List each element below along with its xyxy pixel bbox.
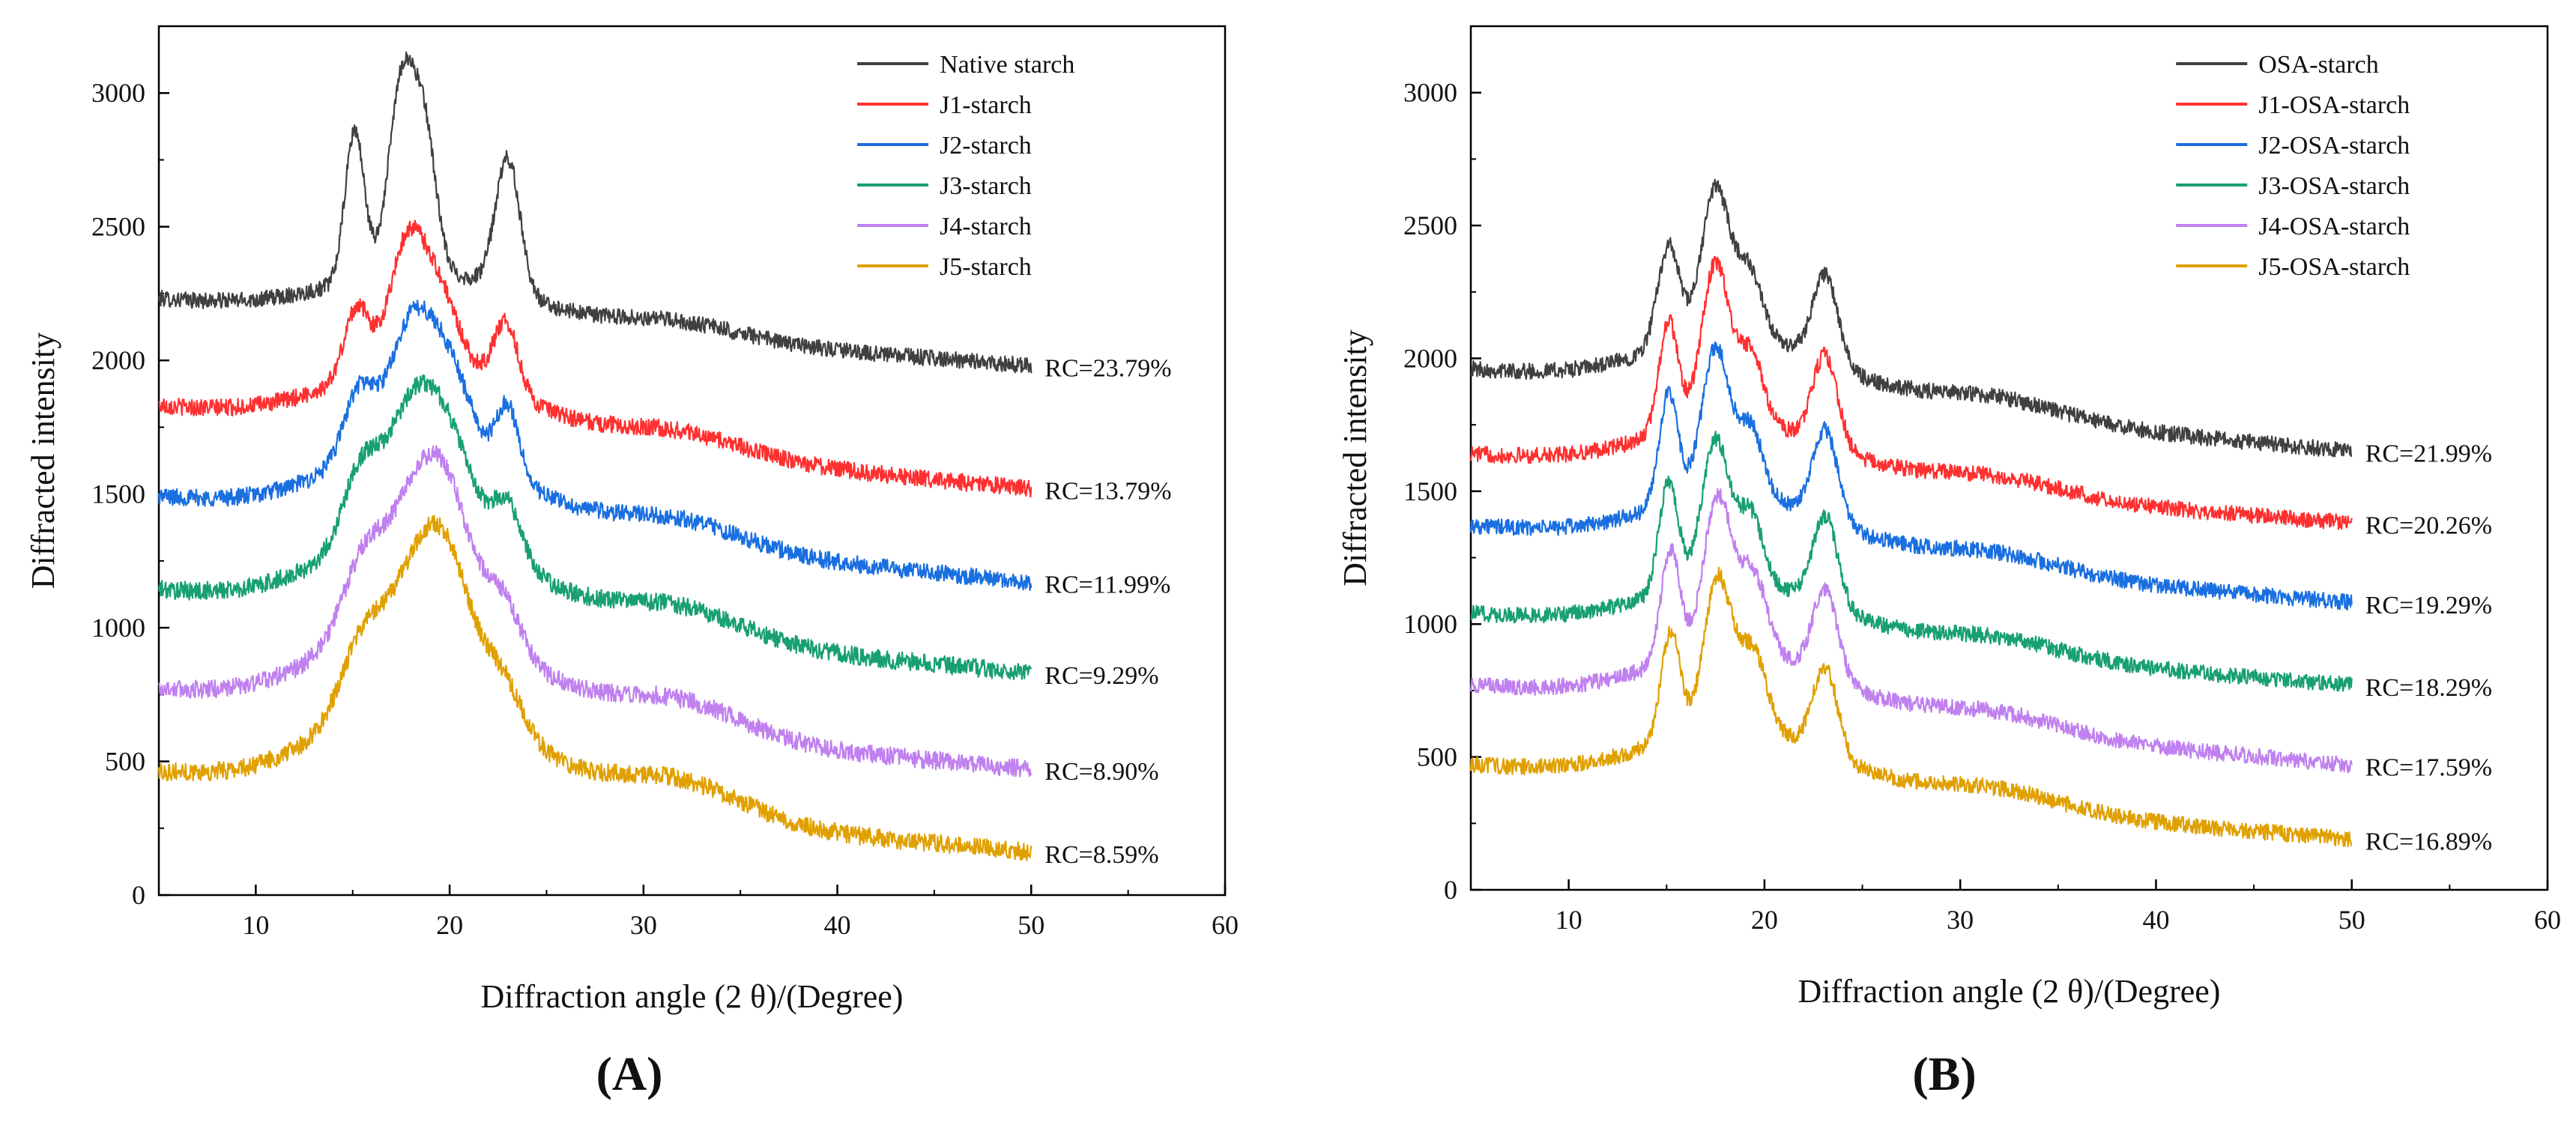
rc-annotation: RC=8.90% — [1044, 758, 1158, 786]
panel-label: (A) — [596, 1047, 663, 1100]
series-line-2 — [1469, 255, 2353, 530]
y-tick-label: 1500 — [91, 479, 145, 509]
rc-annotation: RC=17.59% — [2365, 754, 2492, 781]
x-tick-label: 60 — [2534, 905, 2561, 935]
series-line-2 — [158, 219, 1032, 498]
series-line-1 — [1470, 178, 2353, 458]
legend-label: OSA-starch — [2258, 51, 2379, 79]
legend-label: J5-starch — [940, 253, 1032, 281]
series-line-4 — [157, 374, 1032, 681]
legend-label: J2-starch — [940, 132, 1032, 160]
panel-label-open: ( — [1912, 1047, 1928, 1100]
x-axis-title: Diffraction angle (2 θ)/(Degree) — [481, 978, 904, 1015]
y-tick-label: 500 — [105, 747, 145, 777]
series-line-3 — [1469, 341, 2353, 611]
y-tick-label: 2000 — [91, 345, 145, 375]
y-tick-label: 1000 — [1403, 609, 1457, 639]
x-tick-label: 60 — [1212, 910, 1239, 940]
x-tick-label: 40 — [2142, 905, 2169, 935]
panel-a: 10 20 30 40 50 60 0 500 1000 1500 2000 2500 3000 Diff… — [25, 25, 1239, 1100]
y-tick-label: 3000 — [1403, 78, 1457, 108]
rc-annotation: RC=21.99% — [2365, 440, 2492, 468]
rc-annotation: RC=9.29% — [1044, 662, 1158, 690]
rc-annotation: RC=19.29% — [2365, 592, 2492, 619]
rc-annotation: RC=13.79% — [1044, 477, 1171, 505]
rc-annotation: RC=11.99% — [1044, 571, 1170, 598]
y-tick-label: 2000 — [1403, 343, 1457, 373]
plot-frame — [157, 25, 1227, 897]
y-tick-label: 0 — [1444, 875, 1457, 905]
legend-label: J5-OSA-starch — [2258, 253, 2410, 281]
panel-b: 10 20 30 40 50 60 0 500 1000 1500 2000 2500 3000 Diff… — [1337, 25, 2561, 1100]
x-tick-label: 20 — [1751, 905, 1778, 935]
legend-label: J4-starch — [940, 213, 1032, 240]
rc-annotation: RC=16.89% — [2365, 828, 2492, 856]
series-line-5 — [158, 445, 1032, 777]
x-axis-title: Diffraction angle (2 θ)/(Degree) — [1798, 973, 2221, 1010]
series-line-3 — [157, 300, 1032, 591]
panel-label-close: ) — [647, 1047, 662, 1100]
panel-label-letter: A — [612, 1047, 647, 1100]
x-tick-label: 30 — [1947, 905, 1974, 935]
y-tick-label: 0 — [132, 880, 145, 910]
y-tick-label: 2500 — [1403, 210, 1457, 240]
y-tick-label: 1500 — [1403, 476, 1457, 506]
y-tick-label: 500 — [1417, 742, 1457, 772]
y-axis-title: Diffracted intensity — [25, 333, 61, 589]
rc-annotation: RC=20.26% — [2365, 512, 2492, 539]
legend-label: J4-OSA-starch — [2258, 213, 2410, 240]
x-tick-label: 20 — [436, 910, 463, 940]
legend-label: J3-OSA-starch — [2258, 172, 2410, 200]
series-line-5 — [1469, 488, 2353, 774]
x-tick-label: 50 — [2338, 905, 2365, 935]
panel-label-open: ( — [596, 1047, 612, 1100]
series-line-1 — [157, 51, 1032, 374]
panel-label: (B) — [1912, 1047, 1976, 1100]
x-tick-label: 10 — [242, 910, 269, 940]
rc-annotation: RC=8.59% — [1044, 841, 1158, 869]
x-tick-label: 50 — [1018, 910, 1044, 940]
rc-annotation: RC=18.29% — [2365, 674, 2492, 702]
panel-label-letter: B — [1929, 1047, 1961, 1100]
series-line-6 — [157, 515, 1032, 861]
y-tick-label: 1000 — [91, 613, 145, 643]
rc-annotation: RC=23.79% — [1044, 354, 1171, 382]
y-tick-label: 2500 — [91, 212, 145, 242]
y-axis-title: Diffracted intensity — [1337, 330, 1373, 586]
legend-label: Native starch — [940, 51, 1074, 79]
x-tick-label: 40 — [824, 910, 851, 940]
legend-label: J1-OSA-starch — [2258, 91, 2410, 119]
legend-label: J2-OSA-starch — [2258, 132, 2410, 160]
legend-label: J3-starch — [940, 172, 1032, 200]
x-tick-label: 10 — [1555, 905, 1582, 935]
y-tick-label: 3000 — [91, 78, 145, 108]
series-line-6 — [1469, 566, 2353, 847]
series-line-4 — [1470, 431, 2353, 692]
legend-label: J1-starch — [940, 91, 1032, 119]
panel-label-close: ) — [1960, 1047, 1976, 1100]
x-tick-label: 30 — [630, 910, 657, 940]
